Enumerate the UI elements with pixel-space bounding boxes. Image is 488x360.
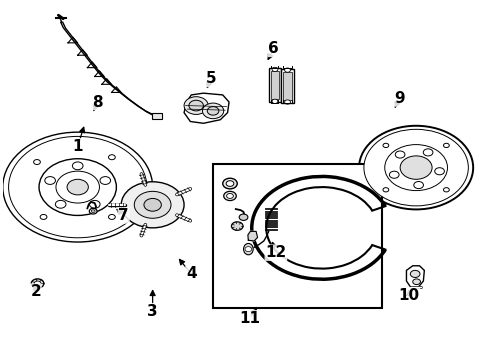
Circle shape bbox=[100, 177, 110, 184]
Text: 8: 8 bbox=[92, 95, 102, 109]
Circle shape bbox=[31, 279, 44, 288]
Circle shape bbox=[363, 129, 468, 206]
Circle shape bbox=[388, 171, 398, 178]
Circle shape bbox=[394, 151, 404, 158]
Polygon shape bbox=[268, 68, 281, 102]
Polygon shape bbox=[282, 72, 292, 100]
Circle shape bbox=[39, 159, 116, 215]
Text: 4: 4 bbox=[185, 266, 196, 282]
Circle shape bbox=[188, 100, 203, 111]
Circle shape bbox=[443, 143, 448, 148]
Circle shape bbox=[443, 188, 448, 192]
Circle shape bbox=[412, 279, 420, 284]
Circle shape bbox=[45, 177, 55, 184]
Circle shape bbox=[89, 201, 100, 208]
Circle shape bbox=[40, 215, 47, 220]
Circle shape bbox=[231, 222, 243, 230]
Text: 10: 10 bbox=[398, 288, 419, 303]
Circle shape bbox=[244, 247, 251, 252]
Text: 6: 6 bbox=[267, 41, 278, 57]
Polygon shape bbox=[280, 69, 294, 103]
Circle shape bbox=[55, 201, 66, 208]
Text: 3: 3 bbox=[147, 303, 158, 319]
Circle shape bbox=[202, 103, 223, 119]
Ellipse shape bbox=[243, 243, 253, 255]
Circle shape bbox=[382, 188, 388, 192]
Circle shape bbox=[3, 132, 152, 242]
Circle shape bbox=[284, 68, 290, 72]
Circle shape bbox=[34, 159, 41, 165]
Circle shape bbox=[226, 193, 233, 198]
Polygon shape bbox=[183, 93, 228, 123]
Circle shape bbox=[358, 126, 472, 210]
Circle shape bbox=[121, 182, 183, 228]
Text: 1: 1 bbox=[72, 139, 83, 154]
Circle shape bbox=[143, 198, 161, 211]
Text: 11: 11 bbox=[238, 311, 259, 326]
Circle shape bbox=[34, 281, 41, 286]
Circle shape bbox=[271, 99, 277, 103]
Circle shape bbox=[271, 67, 277, 72]
Circle shape bbox=[413, 181, 423, 189]
Polygon shape bbox=[247, 231, 257, 241]
Bar bbox=[213, 164, 382, 307]
Circle shape bbox=[223, 178, 237, 189]
Circle shape bbox=[284, 100, 290, 104]
Circle shape bbox=[134, 192, 171, 218]
Circle shape bbox=[56, 171, 99, 203]
Circle shape bbox=[91, 210, 95, 213]
Circle shape bbox=[207, 107, 219, 115]
Circle shape bbox=[399, 156, 431, 179]
Text: 12: 12 bbox=[265, 245, 286, 260]
Text: 7: 7 bbox=[118, 208, 129, 223]
Circle shape bbox=[9, 136, 146, 238]
Circle shape bbox=[382, 143, 388, 148]
Text: 2: 2 bbox=[30, 284, 41, 299]
Text: 5: 5 bbox=[205, 72, 216, 86]
Circle shape bbox=[108, 215, 115, 220]
Polygon shape bbox=[406, 266, 424, 288]
Polygon shape bbox=[270, 71, 279, 99]
Circle shape bbox=[434, 168, 444, 175]
Text: 9: 9 bbox=[393, 91, 404, 106]
Circle shape bbox=[423, 149, 432, 156]
Circle shape bbox=[409, 270, 419, 278]
Circle shape bbox=[183, 97, 208, 114]
Circle shape bbox=[239, 214, 247, 220]
Circle shape bbox=[108, 155, 115, 160]
Circle shape bbox=[225, 181, 233, 186]
Bar bbox=[151, 113, 162, 119]
Circle shape bbox=[67, 179, 88, 195]
Circle shape bbox=[72, 162, 83, 170]
Circle shape bbox=[384, 145, 447, 190]
Circle shape bbox=[89, 208, 97, 214]
Circle shape bbox=[223, 192, 236, 201]
